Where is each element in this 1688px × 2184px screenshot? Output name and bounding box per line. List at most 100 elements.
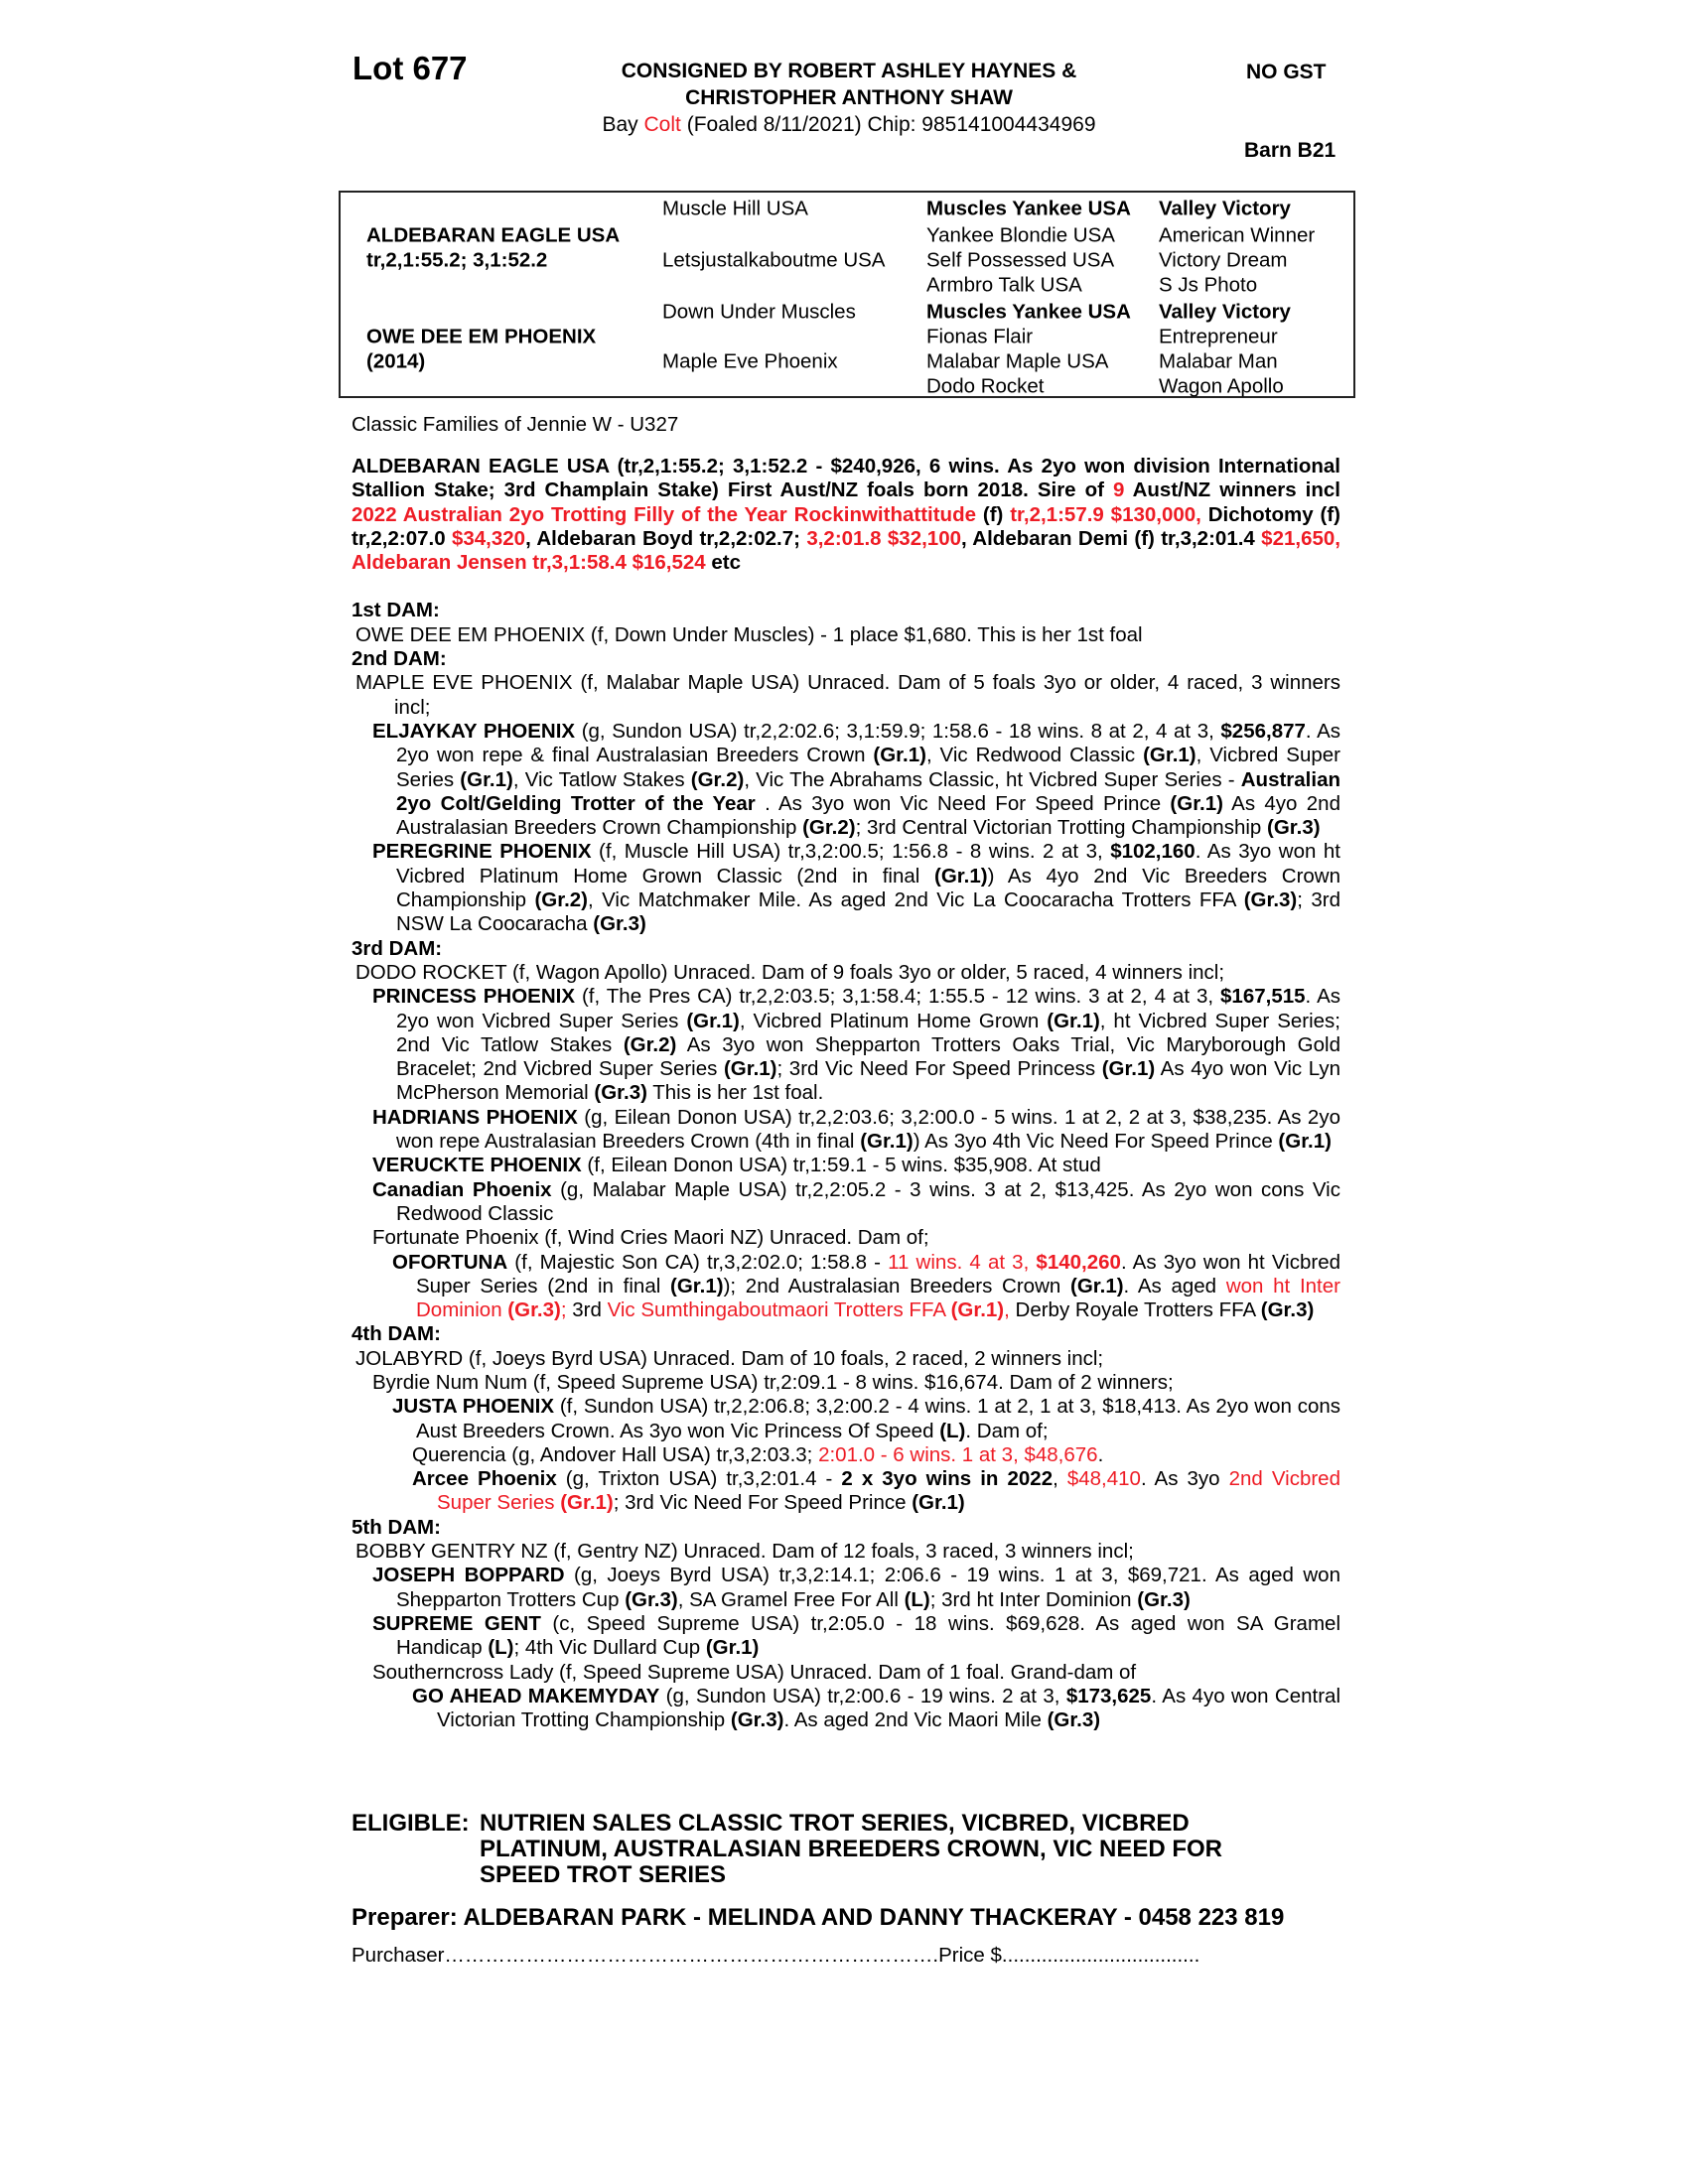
pedigree-cell: Letsjustalkaboutme USA xyxy=(662,248,886,272)
horse-description: Bay Colt (Foaled 8/11/2021) Chip: 985141… xyxy=(556,113,1142,137)
text-segment: , Vicbred Platinum Home Grown xyxy=(739,1009,1048,1032)
gst-status: NO GST xyxy=(1246,61,1327,83)
pedigree-cell: Dodo Rocket xyxy=(926,374,1045,398)
text-segment: , Vic The Abrahams Classic, ht Vicbred S… xyxy=(744,767,1241,791)
text-segment: (Gr.1) xyxy=(670,1274,724,1297)
text-segment: $34,320 xyxy=(451,526,526,550)
text-segment: GO AHEAD MAKEMYDAY xyxy=(412,1684,660,1707)
text-segment: , xyxy=(1053,1467,1067,1491)
text-segment: (L) xyxy=(488,1636,514,1660)
pedigree-cell: Malabar Maple USA xyxy=(926,349,1109,373)
text-segment: (Gr.3) xyxy=(507,1298,561,1322)
pedigree-cell: Down Under Muscles xyxy=(662,300,856,324)
pedigree-entry: GO AHEAD MAKEMYDAY (g, Sundon USA) tr,2:… xyxy=(352,1685,1340,1733)
pedigree-entry: OWE DEE EM PHOENIX (f, Down Under Muscle… xyxy=(352,623,1340,647)
text-segment: 3rd xyxy=(566,1298,608,1322)
text-segment: ) As 4yo 2nd Vic Breeders Crown Champion… xyxy=(396,864,1341,912)
dam-heading: 1st DAM: xyxy=(352,599,1340,622)
text-segment: 5th DAM: xyxy=(352,1515,441,1539)
pedigree-cell: OWE DEE EM PHOENIX xyxy=(366,325,597,348)
eligible-text: NUTRIEN SALES CLASSIC TROT SERIES, VICBR… xyxy=(480,1810,1223,1888)
text-segment: (L) xyxy=(939,1419,966,1442)
text-segment: $48,410 xyxy=(1066,1467,1141,1491)
consignor: CONSIGNED BY ROBERT ASHLEY HAYNES & CHRI… xyxy=(556,58,1142,111)
text-segment: OFORTUNA xyxy=(392,1250,508,1274)
text-segment: $21,650, Aldebaran Jensen tr,3,1:58.4 $1… xyxy=(352,526,1340,575)
text-segment: MAPLE EVE PHOENIX (f, Malabar Maple USA)… xyxy=(355,671,1340,719)
text-segment: As 4yo won Vic Lyn McPherson Memorial xyxy=(396,1057,1341,1105)
family-line: Classic Families of Jennie W - U327 xyxy=(352,413,679,436)
pedigree-entry: HADRIANS PHOENIX (g, Eilean Donon USA) t… xyxy=(352,1106,1340,1155)
horse-colour: Bay xyxy=(602,113,638,136)
text-segment: As 4yo 2nd Australasian Breeders Crown C… xyxy=(396,791,1340,840)
text-segment: (Gr.3) xyxy=(594,1081,647,1105)
pedigree-entry: PRINCESS PHOENIX (f, The Pres CA) tr,2,2… xyxy=(352,985,1340,1105)
text-segment: (Gr.1) xyxy=(1143,744,1196,767)
text-segment: . As 2yo won repe & final Australasian B… xyxy=(396,719,1340,767)
text-segment: ALDEBARAN EAGLE USA (tr,2,1:55.2; 3,1:52… xyxy=(352,455,1340,502)
dam-heading: 3rd DAM: xyxy=(352,937,1340,961)
text-segment: (Gr.2) xyxy=(623,1032,677,1056)
text-segment: (Gr.1) xyxy=(705,1636,760,1660)
text-segment: . As 2yo won Vicbred Super Series xyxy=(396,985,1340,1032)
pedigree-entry: ELJAYKAY PHOENIX (g, Sundon USA) tr,2,2:… xyxy=(352,720,1340,840)
pedigree-cell: Valley Victory xyxy=(1159,197,1291,220)
sire-summary: ALDEBARAN EAGLE USA (tr,2,1:55.2; 3,1:52… xyxy=(352,455,1340,575)
text-segment: , Vic Tatlow Stakes xyxy=(512,767,691,791)
pedigree-cell: tr,2,1:55.2; 3,1:52.2 xyxy=(366,248,548,272)
text-segment: DODO ROCKET (f, Wagon Apollo) Unraced. D… xyxy=(355,960,1225,984)
text-segment: 3rd DAM: xyxy=(352,936,443,960)
text-segment: (L) xyxy=(904,1587,930,1611)
dam-heading: 4th DAM: xyxy=(352,1322,1340,1346)
text-segment: (Gr.3) xyxy=(1137,1587,1191,1611)
text-segment: VERUCKTE PHOENIX xyxy=(372,1154,582,1177)
text-segment: PRINCESS PHOENIX xyxy=(372,985,576,1009)
horse-sex: Colt xyxy=(643,113,681,136)
text-segment: $167,515 xyxy=(1220,985,1306,1009)
pedigree-entry: JOLABYRD (f, Joeys Byrd USA) Unraced. Da… xyxy=(352,1347,1340,1371)
pedigree-cell: Muscles Yankee USA xyxy=(926,300,1131,324)
preparer: Preparer: ALDEBARAN PARK - MELINDA AND D… xyxy=(352,1904,1285,1931)
text-segment: ; 3rd NSW La Coocaracha xyxy=(396,888,1340,936)
text-segment: Vic Sumthingaboutmaori Trotters FFA xyxy=(607,1298,951,1322)
text-segment: (Gr.1) xyxy=(460,767,513,791)
text-segment: $256,877 xyxy=(1220,719,1306,743)
text-segment: , Vicbred Super Series xyxy=(396,744,1340,791)
pedigree-table: ALDEBARAN EAGLE USA tr,2,1:55.2; 3,1:52.2… xyxy=(339,191,1355,398)
text-segment: (c, Speed Supreme USA) tr,2:05.0 - 18 wi… xyxy=(396,1611,1340,1660)
barn-location: Barn B21 xyxy=(1244,139,1336,162)
text-segment: ; 3rd Vic Need For Speed Prince xyxy=(613,1491,913,1515)
purchaser-price-line: Purchaser……………………………………………………………….Price … xyxy=(352,1944,1200,1967)
pedigree-entry: PEREGRINE PHOENIX (f, Muscle Hill USA) t… xyxy=(352,840,1340,936)
pedigree-cell: (2014) xyxy=(366,349,426,373)
pedigree-details: ALDEBARAN EAGLE USA (tr,2,1:55.2; 3,1:52… xyxy=(352,455,1340,1732)
text-segment: (Gr.1) xyxy=(912,1491,965,1515)
pedigree-entry: JOSEPH BOPPARD (g, Joeys Byrd USA) tr,3,… xyxy=(352,1564,1340,1612)
pedigree-cell: Yankee Blondie USA xyxy=(926,223,1115,247)
text-segment: ); 2nd Australasian Breeders Crown xyxy=(723,1274,1070,1297)
text-segment: 2:01.0 - 6 wins. 1 at 3, $48,676 xyxy=(818,1442,1098,1466)
pedigree-entry: JUSTA PHOENIX (f, Sundon USA) tr,2,2:06.… xyxy=(352,1395,1340,1443)
text-segment: (Gr.2) xyxy=(802,816,856,840)
text-segment: Dichotomy (f) tr,2,2:07.0 xyxy=(352,502,1340,550)
text-segment: OWE DEE EM PHOENIX (f, Down Under Muscle… xyxy=(355,622,1143,646)
pedigree-cell: Valley Victory xyxy=(1159,300,1291,324)
text-segment: . As 3yo xyxy=(1140,1467,1229,1491)
text-segment: tr,2,1:57.9 $130,000, xyxy=(1010,502,1201,526)
pedigree-cell: American Winner xyxy=(1159,223,1316,247)
text-segment: (Gr.3) xyxy=(1260,1298,1315,1322)
pedigree-cell: Wagon Apollo xyxy=(1159,374,1284,398)
text-segment: . As 3yo won Vic Need For Speed Prince xyxy=(755,791,1171,815)
pedigree-entry: Canadian Phoenix (g, Malabar Maple USA) … xyxy=(352,1178,1340,1227)
pedigree-cell: Victory Dream xyxy=(1159,248,1288,272)
pedigree-cell: ALDEBARAN EAGLE USA xyxy=(366,223,621,247)
text-segment: (Gr.2) xyxy=(534,888,588,912)
text-segment: BOBBY GENTRY NZ (f, Gentry NZ) Unraced. … xyxy=(355,1540,1134,1564)
text-segment: (g, Eilean Donon USA) tr,2,2:03.6; 3,2:0… xyxy=(396,1105,1340,1154)
pedigree-entry: DODO ROCKET (f, Wagon Apollo) Unraced. D… xyxy=(352,961,1340,985)
text-segment: (Gr.3) xyxy=(625,1587,678,1611)
text-segment: ; 3rd Central Victorian Trotting Champio… xyxy=(855,816,1267,840)
text-segment: (f, The Pres CA) tr,2,2:03.5; 3,1:58.4; … xyxy=(575,985,1221,1009)
text-segment: ; 3rd Vic Need For Speed Princess xyxy=(776,1057,1102,1081)
pedigree-cell: Maple Eve Phoenix xyxy=(662,349,838,373)
